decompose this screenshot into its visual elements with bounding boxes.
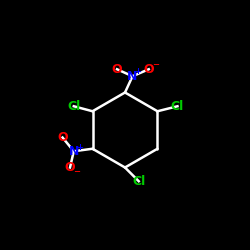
Text: O: O <box>57 131 68 144</box>
Text: Cl: Cl <box>67 100 80 113</box>
Text: Cl: Cl <box>171 100 184 113</box>
Text: O: O <box>112 63 122 76</box>
Text: O: O <box>144 63 154 76</box>
Text: N: N <box>68 145 79 158</box>
Text: −: − <box>152 60 159 69</box>
Text: +: + <box>134 68 141 76</box>
Text: N: N <box>127 70 138 83</box>
Text: O: O <box>65 161 75 174</box>
Text: −: − <box>74 168 80 176</box>
Text: Cl: Cl <box>132 175 145 188</box>
Text: +: + <box>76 142 83 152</box>
